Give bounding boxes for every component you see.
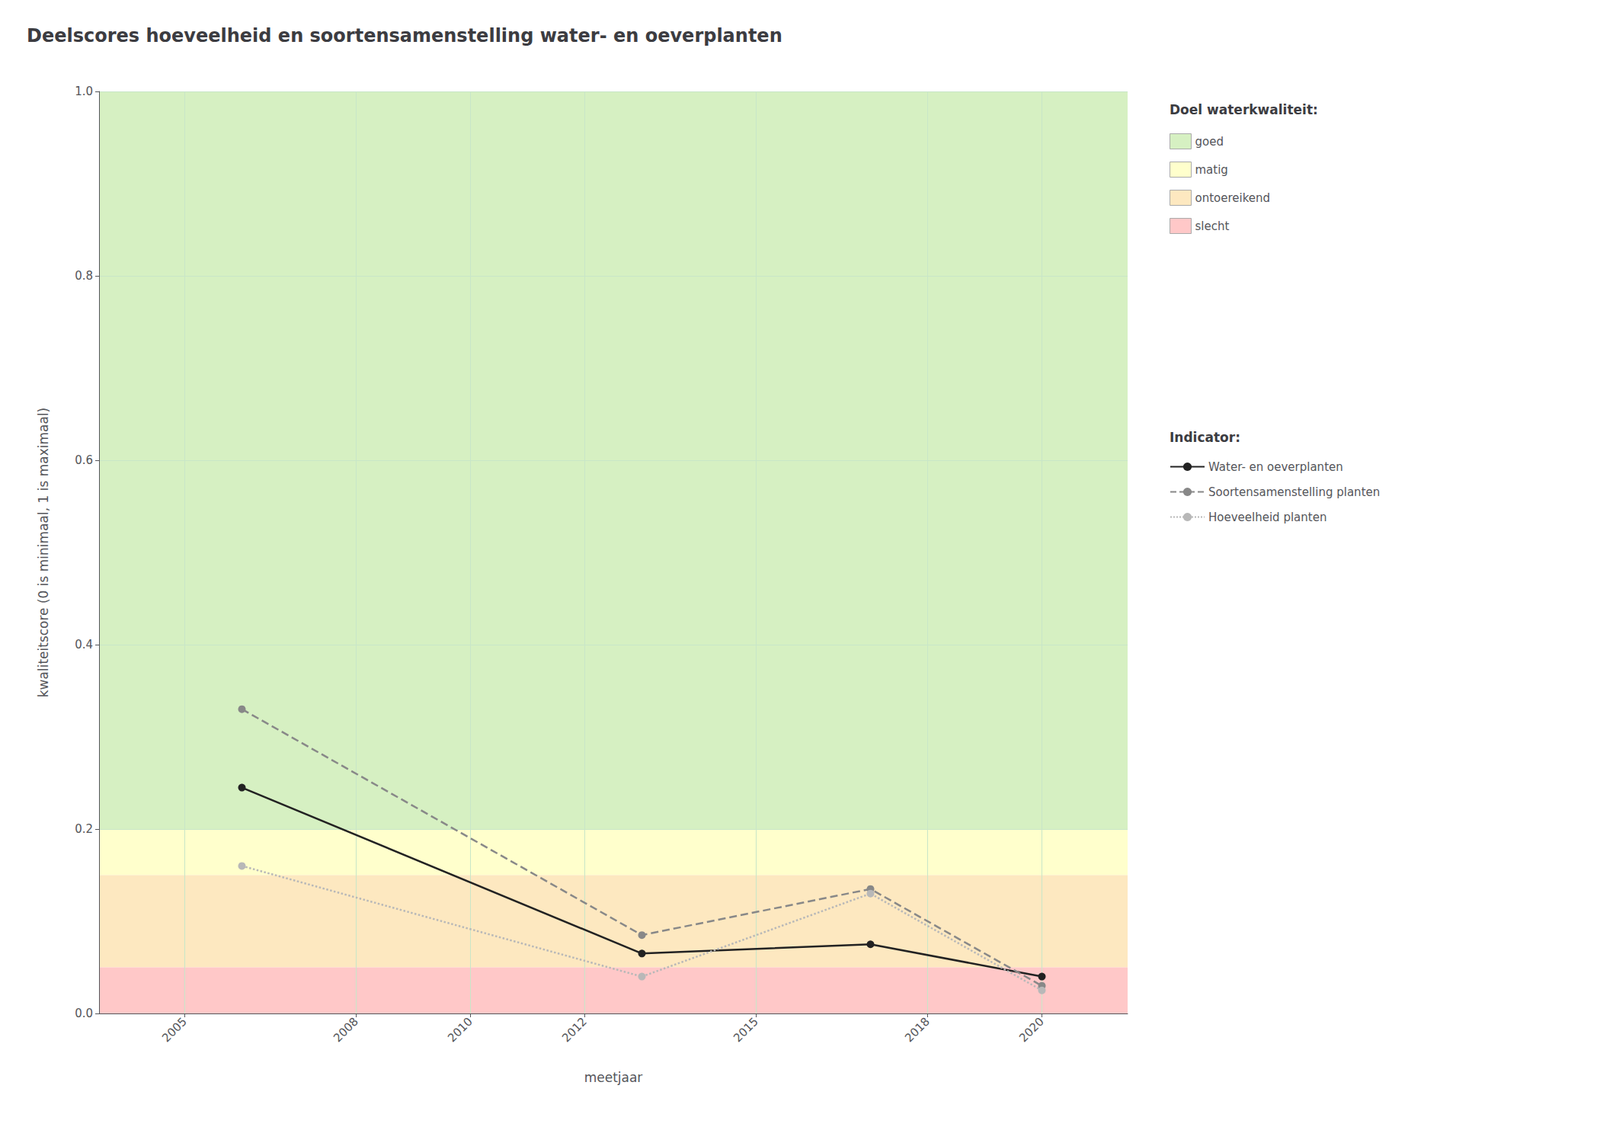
svg-text:goed: goed — [1195, 134, 1224, 149]
svg-text:2018: 2018 — [902, 1014, 933, 1046]
svg-text:Deelscores hoeveelheid en soor: Deelscores hoeveelheid en soortensamenst… — [26, 25, 783, 47]
svg-text:2005: 2005 — [159, 1014, 190, 1046]
svg-text:0.0: 0.0 — [74, 1006, 93, 1021]
svg-text:2010: 2010 — [444, 1014, 476, 1046]
svg-text:0.4: 0.4 — [74, 637, 93, 652]
svg-text:0.2: 0.2 — [74, 822, 93, 836]
svg-text:0.6: 0.6 — [74, 453, 93, 468]
svg-text:Indicator:: Indicator: — [1169, 429, 1241, 445]
svg-text:0.8: 0.8 — [74, 268, 93, 283]
svg-text:slecht: slecht — [1195, 219, 1230, 234]
svg-text:kwaliteitscore (0 is minimaal,: kwaliteitscore (0 is minimaal, 1 is maxi… — [35, 407, 52, 698]
svg-text:2015: 2015 — [730, 1014, 762, 1046]
svg-text:Doel waterkwaliteit:: Doel waterkwaliteit: — [1169, 102, 1319, 118]
svg-text:2012: 2012 — [559, 1014, 590, 1046]
svg-text:ontoereikend: ontoereikend — [1195, 191, 1271, 205]
svg-text:1.0: 1.0 — [74, 84, 93, 99]
svg-text:Water- en oeverplanten: Water- en oeverplanten — [1208, 460, 1344, 474]
svg-text:Hoeveelheid planten: Hoeveelheid planten — [1208, 510, 1327, 525]
svg-text:meetjaar: meetjaar — [584, 1069, 644, 1085]
svg-text:2008: 2008 — [330, 1014, 362, 1046]
svg-text:2020: 2020 — [1016, 1014, 1047, 1046]
svg-text:matig: matig — [1195, 163, 1229, 177]
svg-text:Soortensamenstelling planten: Soortensamenstelling planten — [1208, 485, 1380, 500]
